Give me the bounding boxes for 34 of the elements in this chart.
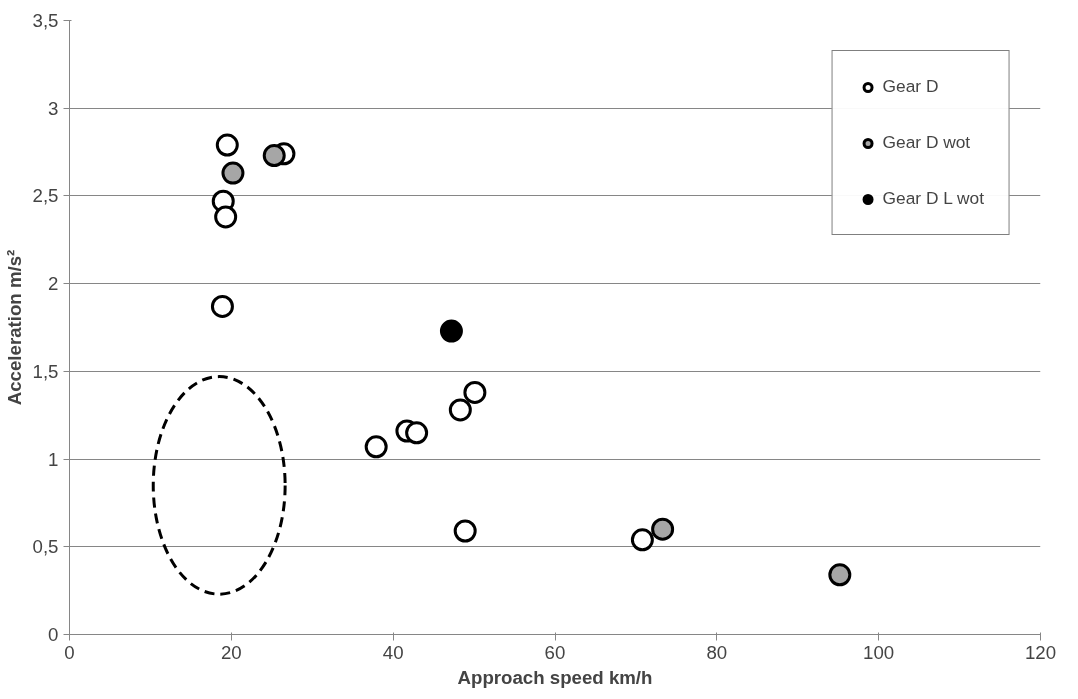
y-tick-label: 2 (48, 273, 59, 295)
point (215, 133, 239, 157)
y-tick-label: 2,5 (32, 185, 59, 207)
x-tick-label: 80 (706, 641, 728, 663)
y-tick-label: 1,5 (32, 360, 59, 382)
point (210, 294, 234, 318)
point (221, 161, 245, 185)
y-tick-label: 3 (48, 97, 59, 119)
point (651, 517, 675, 541)
y-tick-label: 0 (48, 624, 59, 645)
y-tick-label: 0,5 (32, 536, 59, 558)
point (453, 519, 477, 543)
x-tick-label: 100 (863, 641, 895, 663)
x-tick-label: 120 (1024, 641, 1057, 663)
point (262, 144, 286, 168)
legend-label: Gear D (882, 76, 939, 97)
x-tick-label: 0 (64, 641, 75, 663)
x-axis-title: Approach speed km/h (457, 666, 653, 688)
point (364, 435, 388, 459)
point (828, 563, 852, 587)
point (463, 380, 487, 404)
point (439, 319, 463, 343)
x-tick-label: 20 (220, 641, 242, 663)
point (214, 205, 238, 229)
legend-label: Gear D wot (882, 132, 971, 153)
x-tick-label: 60 (544, 641, 566, 663)
y-tick-label: 3,5 (32, 10, 59, 31)
x-tick-label: 40 (382, 641, 404, 663)
point (405, 421, 429, 445)
y-axis-title: Acceleration m/s² (3, 249, 25, 406)
point (630, 528, 654, 552)
y-tick-label: 1 (48, 448, 59, 470)
legend-label: Gear D L wot (882, 188, 984, 209)
point (448, 398, 472, 422)
